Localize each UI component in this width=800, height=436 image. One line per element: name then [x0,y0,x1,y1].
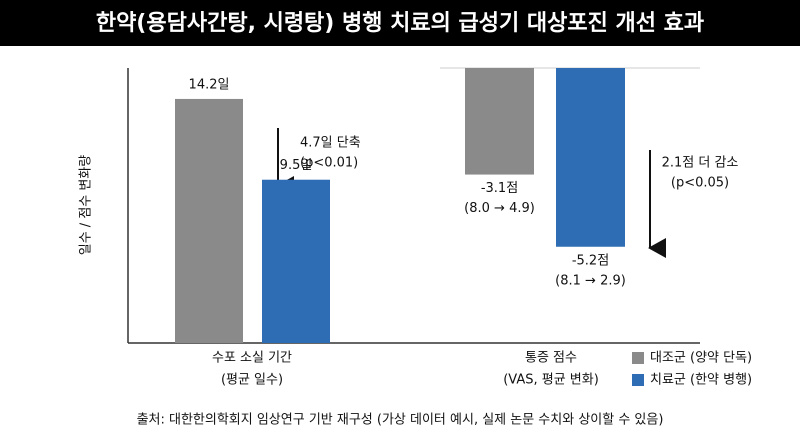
x-tick-label: 통증 점수 [525,351,577,366]
bar [262,179,330,343]
x-tick-label: (VAS, 평균 변화) [503,373,599,388]
annotation: (p<0.01) [300,156,358,171]
x-tick-label: 수포 소실 기간 [212,351,292,366]
chart-title: 한약(용담사간탕, 시령탕) 병행 치료의 급성기 대상포진 개선 효과 [96,11,704,36]
source: 출처: 대한한의학회지 임상연구 기반 재구성 (가상 데이터 예시, 실제 논… [137,413,664,428]
legend-swatch [632,352,644,364]
value-note: (8.1 → 2.9) [555,273,626,288]
value-note: (8.0 → 4.9) [464,201,535,216]
bar [175,98,243,343]
value-label: 14.2일 [189,77,230,92]
title-bar [0,0,800,46]
value-label: -5.2점 [572,253,609,268]
bar [465,68,534,175]
y-axis-label: 일수 / 점수 변화량 [79,155,94,256]
annotation: 2.1점 더 감소 [662,156,739,171]
legend-swatch [632,374,644,386]
value-label: 9.5일 [280,158,313,173]
bar [556,68,625,247]
value-label: -3.1점 [481,181,518,196]
x-tick-label: (평균 일수) [221,373,283,388]
legend-label: 대조군 (양약 단독) [650,351,752,366]
legend-label: 치료군 (한약 병행) [650,372,752,388]
annotation: (p<0.05) [671,176,729,191]
annotation: 4.7일 단축 [300,136,361,151]
